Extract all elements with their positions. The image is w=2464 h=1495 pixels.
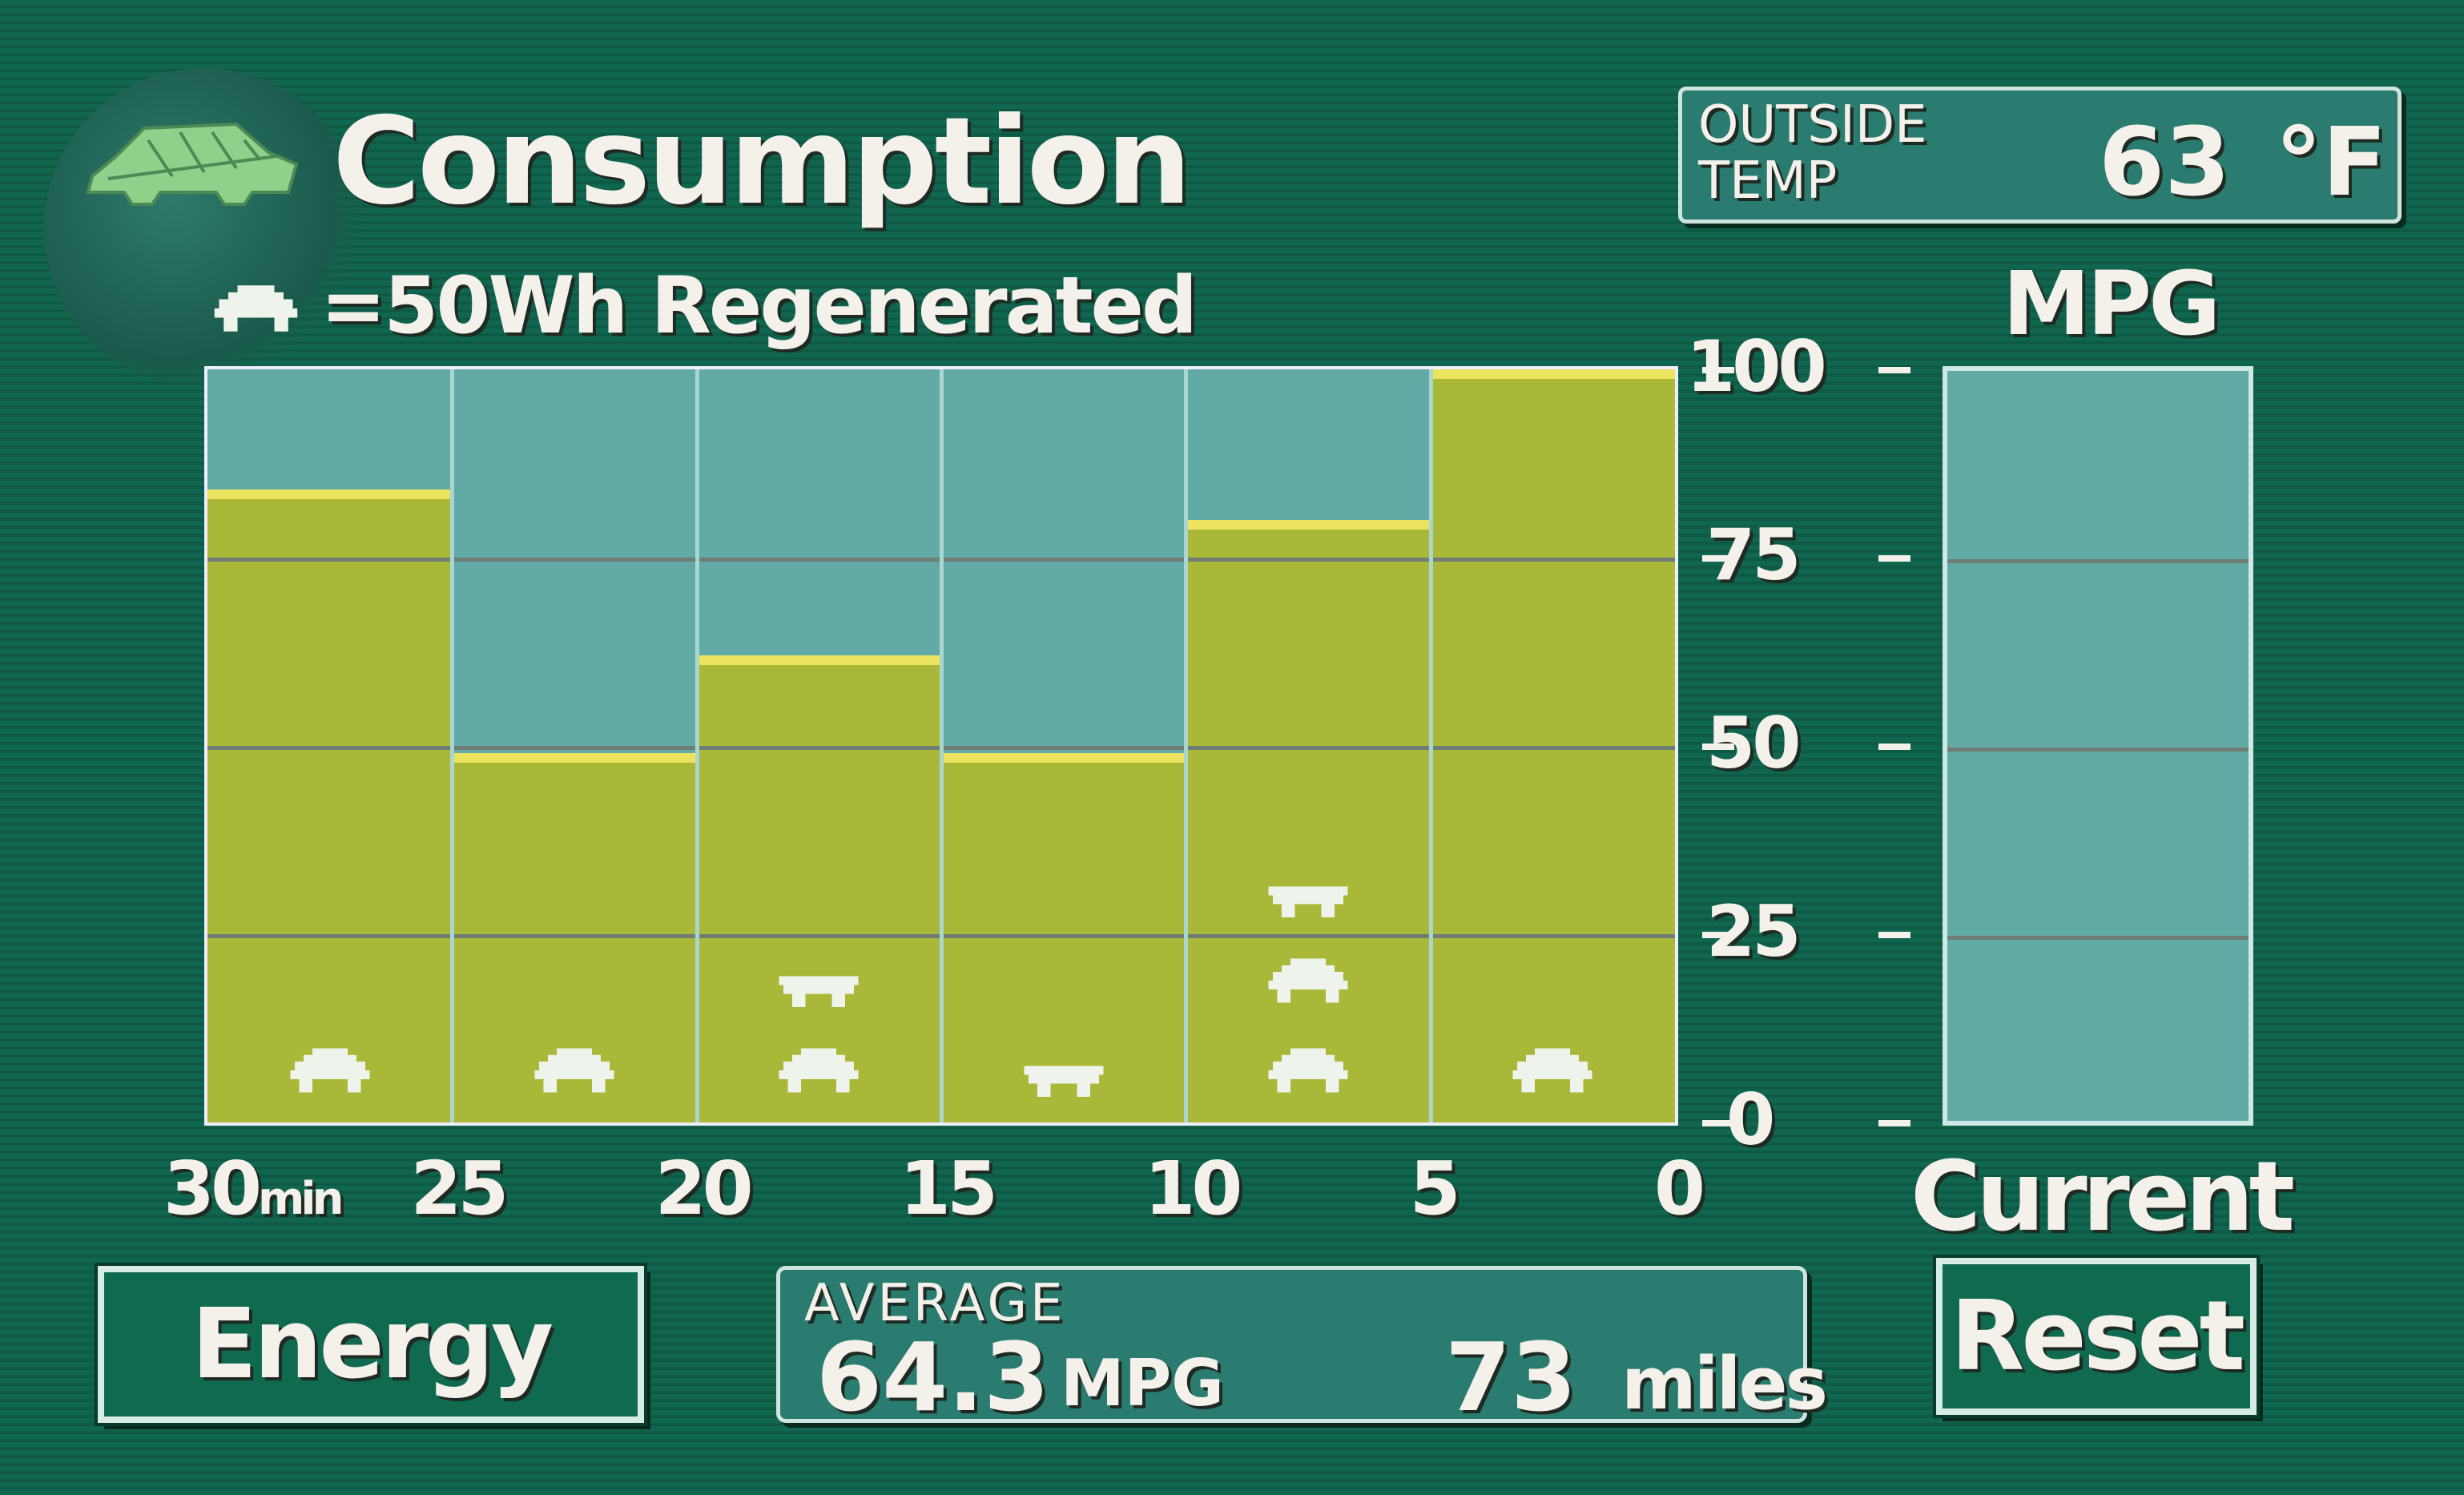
y-tick-label-0: 0 (1726, 1078, 1775, 1161)
regen-car-icon (214, 285, 298, 332)
outside-temp-label-1: OUTSIDE (1698, 95, 1927, 155)
reset-button-label: Reset (1951, 1280, 2245, 1392)
distance-value: 73 (1445, 1322, 1577, 1433)
gridline (1947, 559, 2249, 563)
bar-20-15 (696, 655, 941, 1122)
y-tick-mark (1702, 932, 1734, 938)
regen-car-icon (1512, 1048, 1592, 1093)
gridline (1947, 936, 2249, 940)
consumption-chart (204, 366, 1678, 1126)
current-mpg-bar (1943, 366, 2253, 1126)
page-title: Consumption (332, 92, 1192, 232)
current-label: Current (1910, 1142, 2295, 1253)
distance-unit: miles (1621, 1342, 1828, 1426)
regen-car-icon (1268, 1048, 1348, 1093)
y-tick-mark (1702, 1120, 1734, 1126)
half-regen-car-icon (1268, 886, 1348, 917)
average-mpg-value: 64.3 (816, 1322, 1050, 1433)
reset-button[interactable]: Reset (1933, 1255, 2260, 1418)
x-tick-label-20: 20 (654, 1146, 754, 1231)
x-tick-label-5: 5 (1409, 1146, 1461, 1231)
average-label: AVERAGE (804, 1274, 1066, 1333)
y-axis-label: MPG (2003, 252, 2220, 355)
x-tick-label-15: 15 (900, 1146, 998, 1231)
bar-30-25 (207, 490, 453, 1122)
bar-10-5 (1186, 520, 1431, 1122)
energy-button-label: Energy (191, 1288, 554, 1400)
leaf-car-icon (86, 122, 299, 206)
outside-temp-label-2: TEMP (1698, 151, 1838, 211)
y-tick-mark (1878, 555, 1910, 562)
regen-car-icon (290, 1048, 370, 1093)
gridline (1947, 748, 2249, 752)
regen-car-icon (779, 1048, 859, 1093)
average-box: AVERAGE 64.3 MPG 73 miles (776, 1266, 1828, 1433)
y-tick-mark (1878, 743, 1910, 750)
y-tick-mark (1878, 932, 1910, 938)
y-tick-mark (1878, 1120, 1910, 1126)
y-tick-label-100: 100 (1686, 325, 1827, 408)
x-tick-label-0: 0 (1654, 1146, 1705, 1231)
y-tick-mark (1702, 367, 1734, 373)
outside-temp-unit: °F (2275, 107, 2387, 217)
y-tick-label-25: 25 (1706, 890, 1801, 973)
y-tick-label-50: 50 (1706, 702, 1801, 784)
vertical-divider (1428, 369, 1433, 1122)
outside-temp-value: 63 (2099, 107, 2231, 217)
y-tick-mark (1878, 367, 1910, 373)
half-regen-car-icon (779, 976, 859, 1007)
legend-label: =50Wh Regenerated (320, 260, 1198, 352)
vertical-divider (940, 369, 944, 1122)
x-tick-label-30: 30min (163, 1146, 344, 1231)
y-tick-mark (1702, 555, 1734, 562)
regen-car-icon (534, 1048, 614, 1093)
average-mpg-unit: MPG (1061, 1346, 1224, 1420)
y-tick-label-75: 75 (1706, 514, 1801, 596)
globe-graphic (44, 68, 364, 389)
energy-button[interactable]: Energy (95, 1263, 647, 1426)
half-regen-car-icon (1024, 1066, 1104, 1097)
outside-temp-box: OUTSIDE TEMP 63 °F (1678, 87, 2402, 224)
x-tick-unit: min (258, 1173, 344, 1225)
vertical-divider (450, 369, 455, 1122)
vertical-divider (1184, 369, 1189, 1122)
x-tick-label-10: 10 (1144, 1146, 1242, 1231)
regen-car-icon (1268, 958, 1348, 1003)
y-tick-mark (1702, 743, 1734, 750)
x-tick-label-25: 25 (410, 1146, 509, 1231)
vertical-divider (695, 369, 699, 1122)
